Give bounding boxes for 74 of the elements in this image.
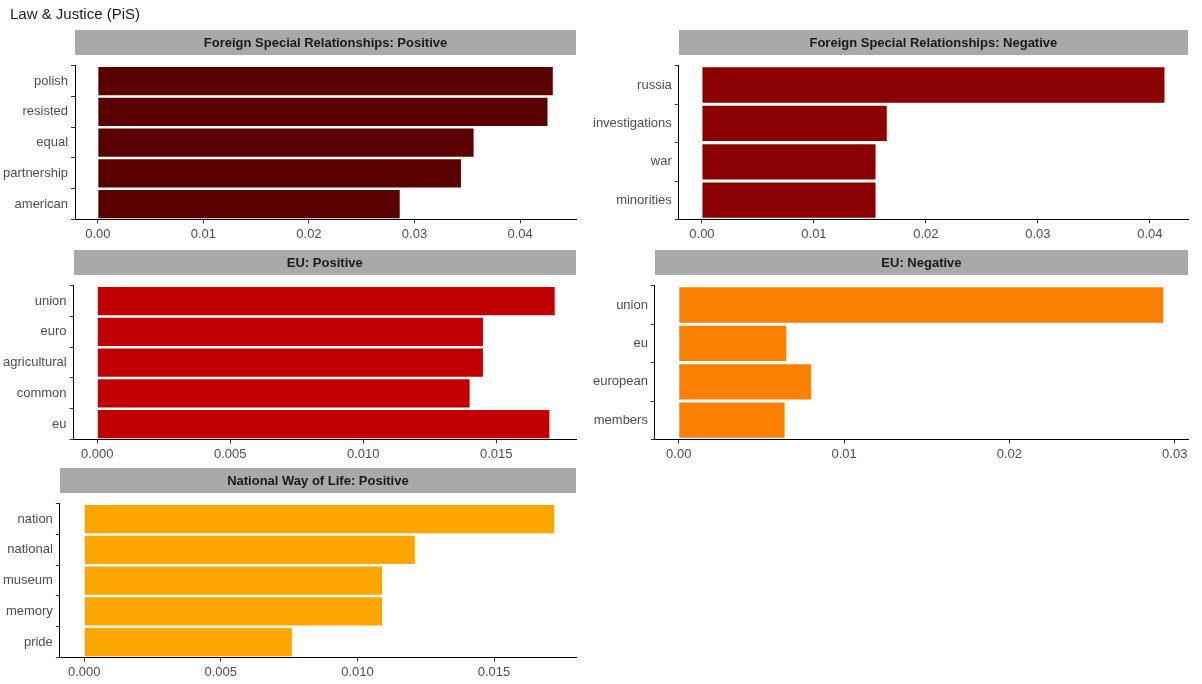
y-tick-label: common <box>16 384 67 400</box>
x-tick-label: 0.04 <box>507 225 533 241</box>
x-tick-label: 0.03 <box>401 225 428 241</box>
x-tick-label: 0.01 <box>190 225 217 241</box>
bar <box>702 182 876 218</box>
y-tick-label: union <box>34 292 67 308</box>
text: Law & Justice (PiS) <box>10 5 141 22</box>
y-tick-label: minorities <box>616 191 673 207</box>
bar <box>84 627 292 657</box>
x-tick-label: 0.00 <box>689 225 715 241</box>
bar <box>679 287 1164 323</box>
bar <box>702 67 1165 103</box>
y-tick-label: eu <box>633 334 648 350</box>
bar <box>702 105 887 142</box>
x-tick-label: 0.015 <box>479 445 513 461</box>
bar <box>98 128 474 157</box>
y-tick-label: european <box>592 373 648 389</box>
bar <box>97 379 470 408</box>
x-tick-label: 0.02 <box>996 445 1023 461</box>
bar <box>679 364 812 400</box>
bar <box>98 189 400 219</box>
x-tick-label: 0.005 <box>213 445 247 461</box>
x-tick-label: 0.02 <box>296 225 322 241</box>
y-tick-label: members <box>593 411 649 427</box>
y-tick-label: resisted <box>22 103 69 119</box>
bar <box>98 67 553 96</box>
y-tick-label: national <box>7 541 53 557</box>
y-tick-label: eu <box>52 415 67 431</box>
bar <box>702 144 876 180</box>
x-tick-label: 0.01 <box>801 225 827 241</box>
bar <box>679 325 787 362</box>
y-tick-label: euro <box>40 323 67 339</box>
bar <box>98 97 548 127</box>
x-tick-label: 0.01 <box>831 445 857 461</box>
y-tick-label: pride <box>23 633 53 649</box>
bar <box>98 159 461 188</box>
x-tick-label: 0.015 <box>477 663 511 679</box>
bar <box>84 597 382 626</box>
x-tick-label: 0.000 <box>80 445 114 461</box>
bar <box>97 287 555 316</box>
y-tick-label: memory <box>5 602 54 618</box>
x-tick-label: 0.005 <box>204 663 238 679</box>
y-tick-label: equal <box>36 134 69 150</box>
y-tick-label: museum <box>2 572 53 588</box>
bar <box>84 566 382 595</box>
y-tick-label: russia <box>637 76 673 92</box>
chart-title: EU: Negative <box>654 250 1188 275</box>
chart-title: EU: Positive <box>73 250 576 275</box>
x-tick-label: 0.000 <box>67 663 101 679</box>
chart-title: Foreign Special Relationships: Negative <box>678 30 1188 55</box>
y-tick-label: polish <box>34 72 69 88</box>
y-tick-label: partnership <box>2 164 69 180</box>
x-tick-label: 0.00 <box>666 445 692 461</box>
bar <box>97 348 483 377</box>
y-tick-label: war <box>649 153 673 169</box>
x-tick-label: 0.02 <box>913 225 939 241</box>
x-tick-label: 0.00 <box>85 225 111 241</box>
x-tick-label: 0.04 <box>1137 225 1163 241</box>
bar <box>84 505 555 534</box>
bar <box>679 402 785 438</box>
x-tick-label: 0.03 <box>1162 445 1188 461</box>
y-tick-label: nation <box>17 510 53 526</box>
bar <box>97 317 483 347</box>
chart-title: Foreign Special Relationships: Positive <box>75 30 576 55</box>
y-tick-label: american <box>14 195 69 211</box>
x-tick-label: 0.010 <box>346 445 380 461</box>
bar <box>97 409 550 439</box>
y-tick-label: investigations <box>592 114 673 130</box>
x-tick-label: 0.03 <box>1025 225 1051 241</box>
y-tick-label: union <box>616 296 648 312</box>
y-tick-label: agricultural <box>2 354 67 370</box>
chart-title: National Way of Life: Positive <box>59 468 576 493</box>
x-tick-label: 0.010 <box>341 663 374 679</box>
bar <box>84 535 415 565</box>
